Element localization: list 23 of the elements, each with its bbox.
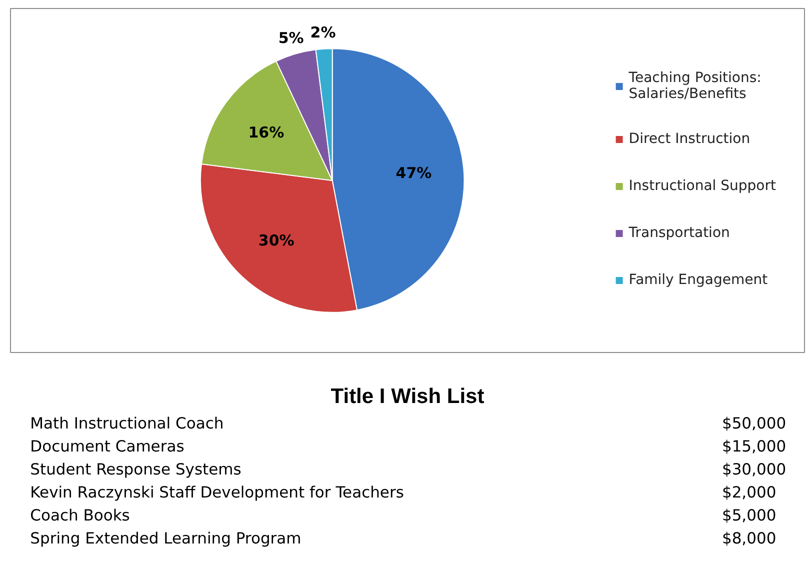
text: Document Cameras — [30, 438, 184, 456]
legend-label: Direct Instruction — [628, 130, 750, 149]
data-label: 16% — [248, 123, 284, 142]
legend-label: Transportation — [628, 224, 730, 243]
text: $8,000 — [722, 530, 776, 548]
legend-label: Teaching Positions: Salaries/Benefits — [628, 70, 762, 102]
legend-label: Instructional Support — [628, 177, 776, 196]
text: $5,000 — [722, 506, 776, 524]
text: Coach Books — [30, 506, 130, 524]
data-label: 2% — [310, 24, 336, 42]
text: $30,000 — [722, 460, 786, 478]
data-label: 30% — [258, 231, 294, 250]
text: Title I Wish List — [330, 385, 484, 408]
text: Spring Extended Learning Program — [30, 530, 302, 548]
data-label: 5% — [278, 29, 304, 48]
text: $15,000 — [722, 438, 786, 456]
data-label: 47% — [396, 164, 432, 182]
text: Student Response Systems — [30, 460, 242, 478]
text: Math Instructional Coach — [30, 414, 224, 432]
text: Kevin Raczynski Staff Development for Teachers — [30, 484, 404, 502]
legend-label: Family Engagement — [628, 271, 768, 290]
text: $2,000 — [722, 484, 776, 502]
text: $50,000 — [722, 414, 786, 432]
